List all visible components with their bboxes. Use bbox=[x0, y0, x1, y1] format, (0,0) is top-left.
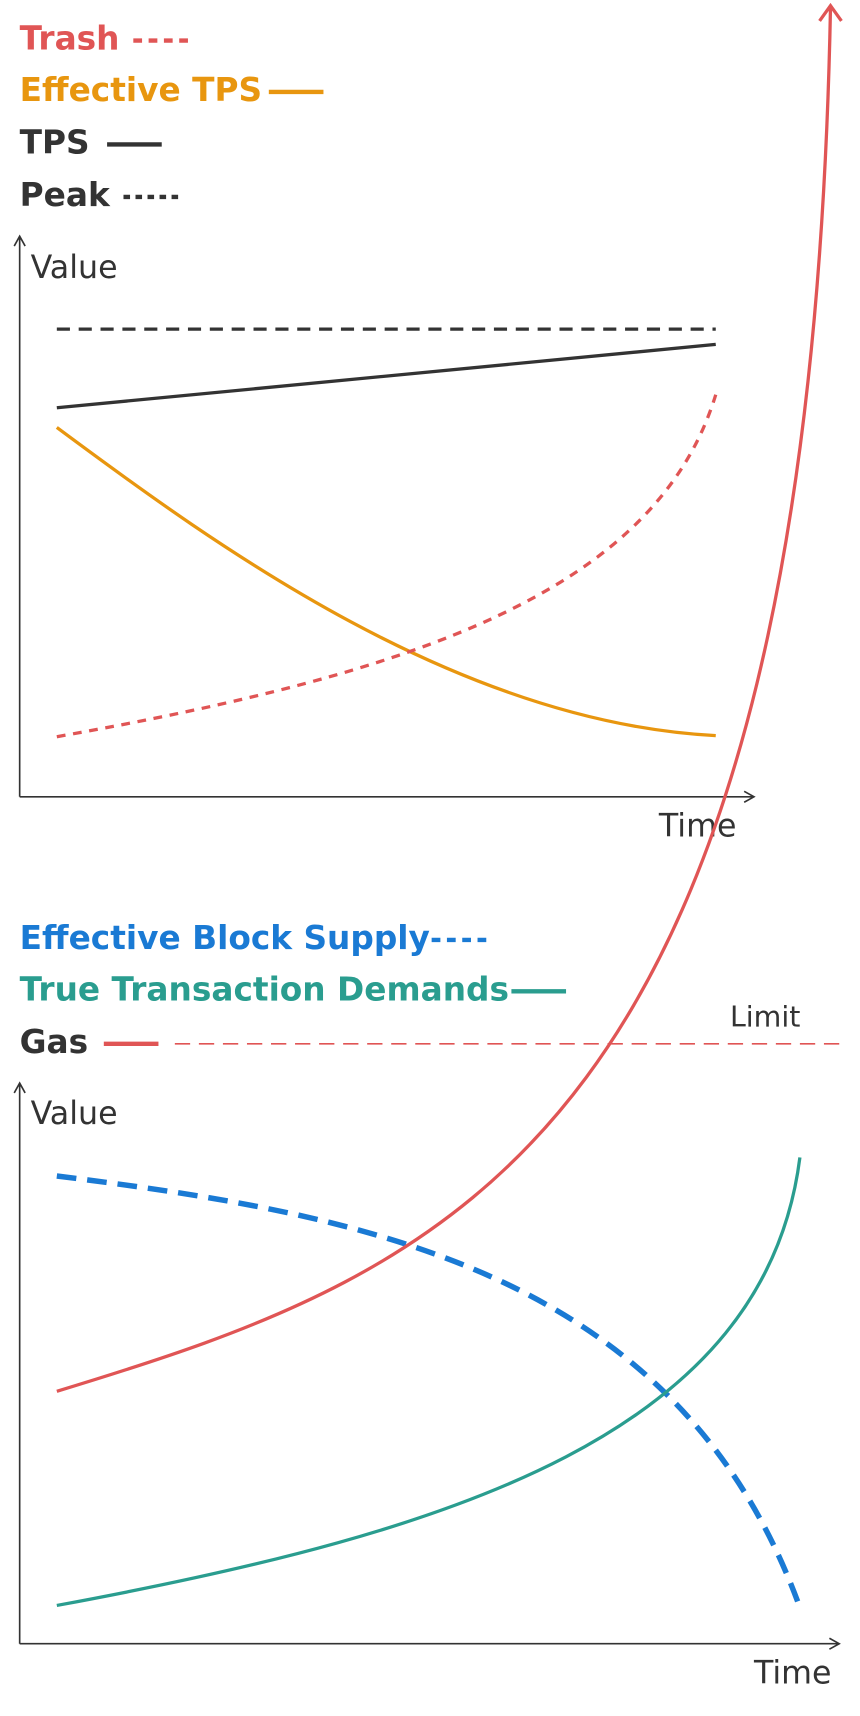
legend-effective-tps: Effective TPS bbox=[20, 71, 262, 109]
y-label: Value bbox=[31, 250, 118, 286]
legend-trash: Trash bbox=[20, 20, 120, 58]
limit-label: Limit bbox=[730, 1001, 800, 1034]
demands-curve bbox=[56, 1157, 802, 1608]
axes bbox=[13, 1081, 841, 1650]
block-supply-curve bbox=[56, 1173, 803, 1609]
effective-tps-curve bbox=[55, 426, 716, 738]
legend-demands: True Transaction Demands bbox=[20, 970, 509, 1008]
tps-line bbox=[56, 342, 716, 410]
gas-curve bbox=[56, 2, 843, 1393]
trash-curve bbox=[56, 394, 718, 739]
legend-tps: TPS bbox=[20, 123, 90, 161]
legend-peak: Peak bbox=[20, 176, 111, 214]
x-label: Time bbox=[753, 1655, 832, 1691]
x-label: Time bbox=[658, 808, 737, 844]
legend-gas: Gas bbox=[20, 1023, 89, 1061]
axes bbox=[13, 234, 756, 803]
legend-block-supply: Effective Block Supply bbox=[20, 919, 430, 957]
y-label: Value bbox=[31, 1096, 118, 1132]
